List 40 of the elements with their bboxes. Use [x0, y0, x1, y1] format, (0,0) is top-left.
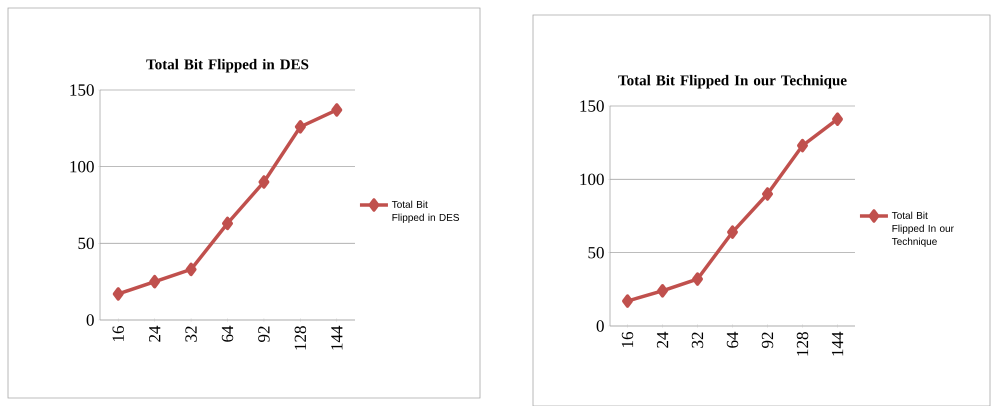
legend-label: Total Bit Flipped in DES	[392, 200, 460, 223]
point	[222, 216, 234, 230]
point	[294, 120, 306, 134]
chart-title: Total Bit Flipped in DES	[146, 58, 308, 72]
chart-title: Total Bit Flipped In our Technique	[618, 74, 847, 88]
x-tick-label: 64	[726, 332, 738, 348]
x-tick-label: 24	[149, 326, 160, 342]
point	[258, 175, 270, 189]
point	[797, 138, 808, 152]
legend-label: Total Bit Flipped In our Technique	[892, 211, 954, 247]
point	[762, 187, 774, 201]
x-tick-label: 144	[832, 332, 844, 356]
point	[657, 284, 668, 298]
x-tick-label: 64	[222, 326, 234, 342]
y-tick-label: 150	[580, 100, 604, 112]
x-tick-label: 92	[258, 326, 270, 342]
y-tick-label: 150	[70, 84, 94, 96]
point	[186, 262, 197, 276]
point	[331, 102, 342, 116]
y-tick-label: 50	[78, 237, 94, 249]
x-tick-label: 128	[294, 326, 306, 350]
point	[149, 274, 160, 288]
x-tick-label: 24	[656, 332, 668, 348]
point	[832, 112, 843, 126]
y-tick-label: 0	[596, 320, 604, 332]
point	[692, 272, 704, 286]
y-tick-label: 100	[70, 160, 94, 172]
x-tick-label: 32	[692, 332, 704, 348]
y-tick-label: 0	[86, 314, 94, 326]
point	[112, 286, 124, 300]
point	[727, 225, 738, 239]
x-tick-label: 92	[762, 332, 774, 348]
x-tick-label: 144	[331, 326, 342, 350]
point	[622, 294, 634, 308]
x-tick-label: 128	[796, 332, 808, 356]
x-tick-label: 16	[112, 326, 124, 341]
x-tick-label: 16	[622, 332, 634, 347]
y-tick-label: 100	[580, 173, 604, 185]
y-tick-label: 50	[588, 246, 604, 258]
x-tick-label: 32	[185, 326, 197, 342]
